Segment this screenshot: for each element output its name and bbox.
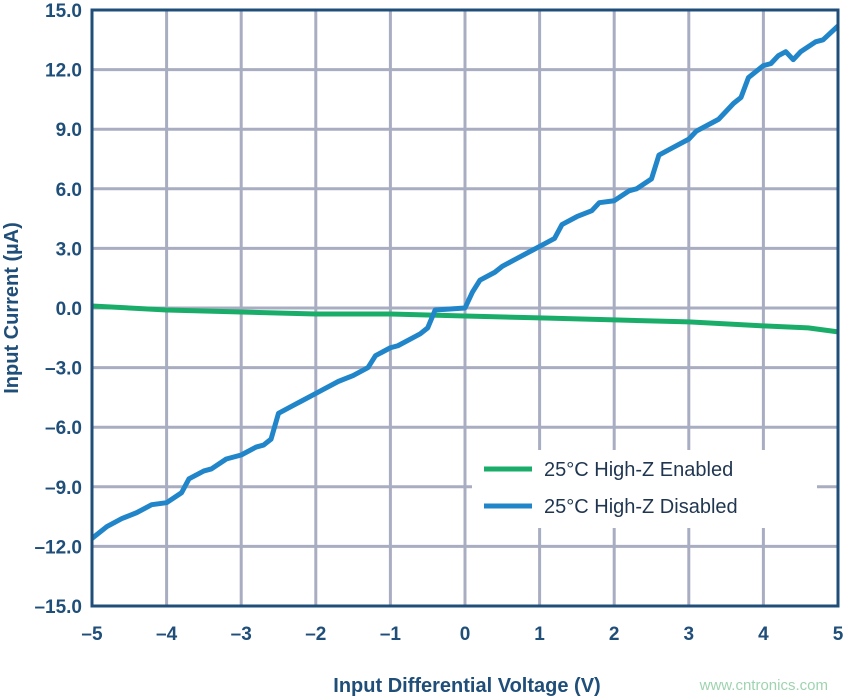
x-tick-label: 5 (833, 624, 844, 645)
y-tick-label: –6.0 (45, 418, 82, 439)
x-tick-label: 3 (684, 624, 695, 645)
legend-box (472, 450, 817, 528)
y-tick-label: –12.0 (34, 537, 82, 558)
y-tick-label: –9.0 (45, 478, 82, 499)
x-tick-label: –2 (305, 624, 326, 645)
watermark: www.cntronics.com (699, 677, 828, 694)
y-tick-label: –3.0 (45, 359, 82, 380)
series-group (90, 24, 840, 541)
x-tick-label: 1 (534, 624, 545, 645)
x-tick-label: –1 (380, 624, 402, 645)
y-tick-labels: 15.0 12.0 9.0 6.0 3.0 0.0 –3.0 –6.0 –9.0 –12.0 –15… (34, 1, 82, 618)
legend: 25°C High-Z Enabled 25°C High-Z Disabled (472, 450, 817, 528)
x-axis-label: Input Differential Voltage (V) (333, 675, 600, 697)
legend-label-enabled: 25°C High-Z Enabled (544, 459, 733, 481)
series-line-1 (90, 24, 840, 541)
x-tick-labels: –5 –4 –3 –2 –1 0 1 2 3 4 5 (81, 624, 843, 645)
y-tick-label: 12.0 (45, 61, 82, 82)
x-tick-label: –3 (231, 624, 252, 645)
y-axis-label: Input Current (µA) (1, 222, 23, 394)
series-line-0 (91, 303, 839, 335)
y-tick-label: 15.0 (45, 1, 82, 22)
plot-frame (90, 8, 840, 608)
y-tick-label: 6.0 (56, 180, 82, 201)
y-tick-label: 0.0 (56, 299, 82, 320)
legend-label-disabled: 25°C High-Z Disabled (544, 496, 738, 518)
y-tick-label: 3.0 (56, 239, 82, 260)
x-tick-label: 2 (609, 624, 620, 645)
y-tick-label: –15.0 (34, 597, 82, 618)
x-tick-label: –5 (81, 624, 103, 645)
x-tick-label: 0 (460, 624, 471, 645)
x-tick-label: –4 (156, 624, 178, 645)
y-tick-label: 9.0 (56, 120, 82, 141)
x-tick-label: 4 (758, 624, 769, 645)
